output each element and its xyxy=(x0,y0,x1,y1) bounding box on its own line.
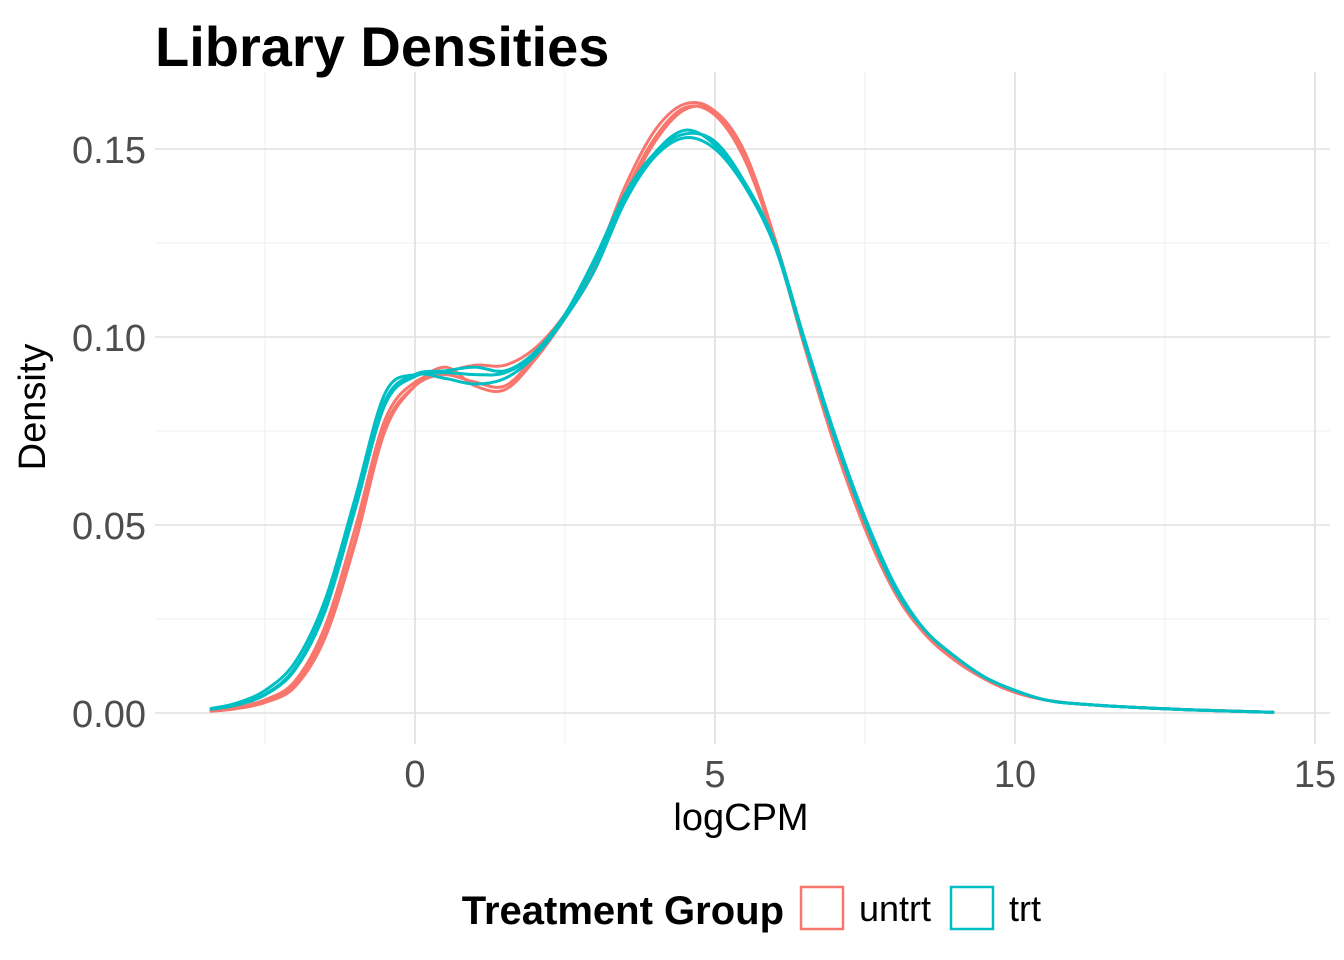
y-axis-ticks: 0.00 0.05 0.10 0.15 xyxy=(72,130,146,736)
legend-label-untrt: untrt xyxy=(859,888,931,929)
legend-key-untrt xyxy=(799,885,845,931)
x-axis-title: logCPM xyxy=(673,797,808,839)
density-line-untrt-3 xyxy=(209,104,1275,714)
density-line-untrt-1 xyxy=(209,104,1275,714)
legend-key-trt xyxy=(949,885,995,931)
x-tick-label: 5 xyxy=(704,754,725,796)
density-line-trt-5 xyxy=(209,136,1275,714)
chart-title: Library Densities xyxy=(155,15,609,78)
y-axis-title: Density xyxy=(12,344,54,471)
legend-label-trt: trt xyxy=(1009,888,1041,929)
density-line-trt-6 xyxy=(209,131,1275,714)
y-tick-label: 0.10 xyxy=(72,318,146,360)
y-tick-label: 0.15 xyxy=(72,130,146,172)
x-tick-label: 0 xyxy=(404,754,425,796)
legend-title: Treatment Group xyxy=(462,889,784,933)
x-tick-label: 15 xyxy=(1294,754,1336,796)
y-tick-label: 0.05 xyxy=(72,506,146,548)
x-axis-ticks: 0 5 10 15 xyxy=(404,754,1336,796)
x-tick-label: 10 xyxy=(994,754,1036,796)
y-tick-label: 0.00 xyxy=(72,694,146,736)
grid xyxy=(155,72,1330,744)
density-line-untrt-2 xyxy=(209,101,1275,714)
density-line-trt-4 xyxy=(209,128,1275,714)
density-lines xyxy=(209,101,1275,714)
legend: Treatment Group untrt trt xyxy=(462,885,1041,933)
